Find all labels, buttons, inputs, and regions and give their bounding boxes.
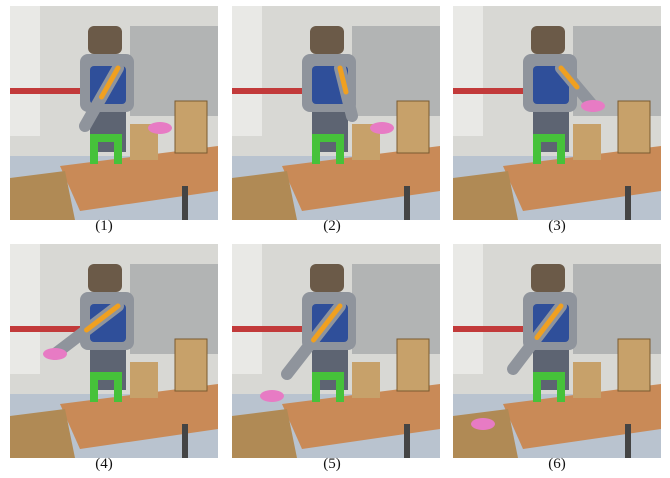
cabinet [232, 6, 262, 136]
arm-marker [337, 65, 349, 95]
bin-box [10, 171, 75, 220]
pink-object [471, 418, 495, 430]
green-object [90, 134, 122, 164]
cardboard-box [617, 338, 651, 392]
small-box [573, 362, 601, 398]
caption-1: (1) [95, 218, 113, 234]
small-box [573, 124, 601, 160]
cabinet [10, 6, 40, 136]
arm-marker [99, 65, 121, 100]
photo-frame [453, 6, 661, 220]
cardboard-box [396, 100, 430, 154]
table-leg [182, 186, 188, 220]
arm-marker [534, 303, 564, 340]
green-object [533, 372, 565, 402]
table-top [60, 146, 218, 211]
robot-scene-photo [232, 6, 440, 220]
photo-frame [10, 6, 218, 220]
bin-box [10, 409, 75, 458]
red-stripe [10, 88, 80, 94]
table-top [503, 384, 661, 449]
small-box [130, 362, 158, 398]
pink-object [43, 348, 67, 360]
cardboard-box [174, 100, 208, 154]
table-leg [625, 186, 631, 220]
cardboard-box [617, 100, 651, 154]
bin-box [453, 409, 518, 458]
table-leg [625, 424, 631, 458]
robot-head [531, 26, 565, 54]
robot-head [310, 264, 344, 292]
green-object [533, 134, 565, 164]
pink-object [148, 122, 172, 134]
robot-scene-photo [232, 244, 440, 458]
bin-box [453, 171, 518, 220]
red-stripe [453, 88, 523, 94]
caption-5: (5) [323, 456, 341, 472]
panel-4 [10, 244, 218, 458]
cardboard-box [396, 338, 430, 392]
robot-head [310, 26, 344, 54]
photo-frame [232, 6, 440, 220]
caption-6: (6) [548, 456, 566, 472]
caption-3: (3) [548, 218, 566, 234]
table-top [503, 146, 661, 211]
arm-marker [558, 65, 580, 90]
red-stripe [10, 326, 80, 332]
photo-frame [453, 244, 661, 458]
red-stripe [453, 326, 523, 332]
green-object [312, 134, 344, 164]
panel-2 [232, 6, 440, 220]
caption-4: (4) [95, 456, 113, 472]
robot-head [88, 26, 122, 54]
cabinet [10, 244, 40, 374]
robot-head [531, 264, 565, 292]
cabinet [232, 244, 262, 374]
panel-1 [10, 6, 218, 220]
green-object [90, 372, 122, 402]
panel-6 [453, 244, 661, 458]
arm-marker [84, 303, 121, 333]
robot-head [88, 264, 122, 292]
cardboard-box [174, 338, 208, 392]
panel-5 [232, 244, 440, 458]
photo-frame [10, 244, 218, 458]
table-top [60, 384, 218, 449]
pink-object [370, 122, 394, 134]
arm-marker [311, 303, 343, 343]
red-stripe [232, 326, 302, 332]
red-stripe [232, 88, 302, 94]
pink-object [260, 390, 284, 402]
bin-box [232, 171, 297, 220]
caption-2: (2) [323, 218, 341, 234]
cabinet [453, 244, 483, 374]
table-leg [404, 186, 410, 220]
photo-frame [232, 244, 440, 458]
table-leg [182, 424, 188, 458]
table-top [282, 384, 440, 449]
cabinet [453, 6, 483, 136]
panel-3 [453, 6, 661, 220]
robot-scene-photo [10, 244, 218, 458]
robot-scene-photo [10, 6, 218, 220]
robot-scene-photo [453, 244, 661, 458]
green-object [312, 372, 344, 402]
table-leg [404, 424, 410, 458]
pink-object [581, 100, 605, 112]
small-box [352, 362, 380, 398]
table-top [282, 146, 440, 211]
bin-box [232, 409, 297, 458]
robot-scene-photo [453, 6, 661, 220]
